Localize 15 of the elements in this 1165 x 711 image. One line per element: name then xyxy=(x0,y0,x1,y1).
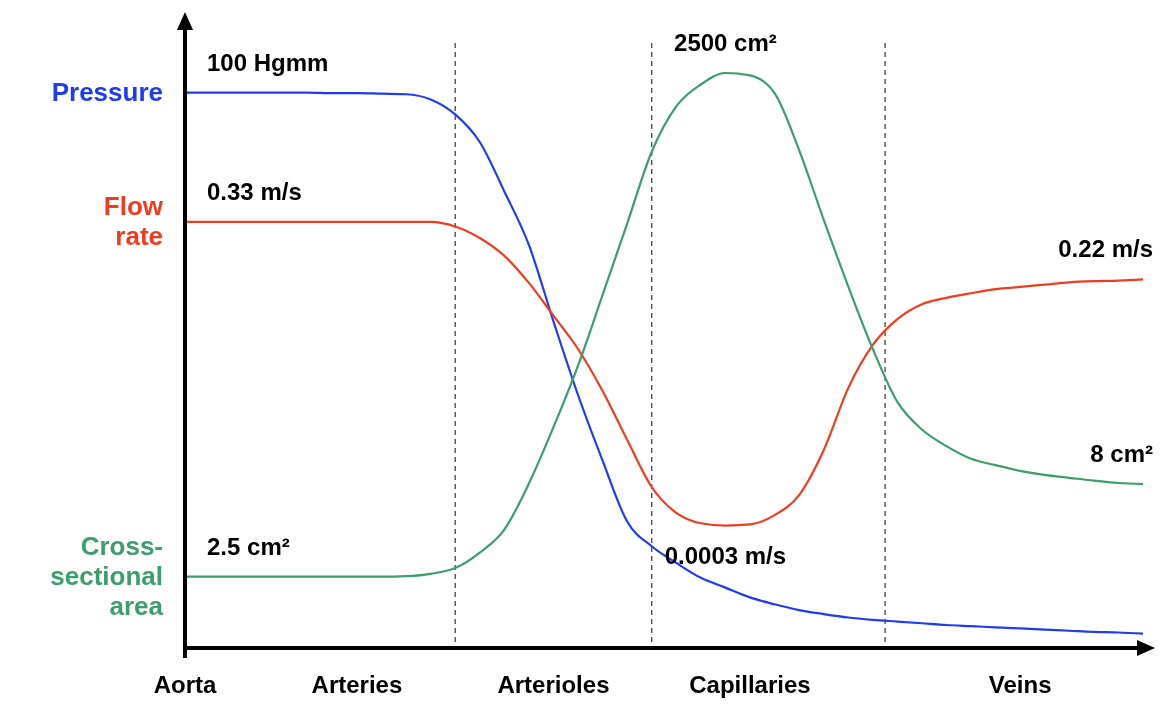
x-tick-label: Aorta xyxy=(153,671,217,698)
annotation: 0.0003 m/s xyxy=(664,541,787,569)
annotation: 2500 cm² xyxy=(674,29,777,56)
x-tick-label: Capillaries xyxy=(689,671,811,698)
x-tick-label: Arteries xyxy=(311,671,403,698)
series-label: Flow rate xyxy=(103,190,164,251)
annotation: 2.5 cm² xyxy=(207,532,290,560)
annotation: 8 cm² xyxy=(1090,440,1153,468)
annotation: 100 Hgmm xyxy=(207,48,329,76)
series-label: Pressure xyxy=(51,76,163,107)
annotation: 0.22 m/s xyxy=(1058,235,1153,263)
series-label: Cross-sectional area xyxy=(50,530,164,621)
x-tick-label: Arterioles xyxy=(497,671,610,698)
x-tick-label: Veins xyxy=(988,671,1052,698)
annotation: 0.33 m/s xyxy=(207,177,302,205)
